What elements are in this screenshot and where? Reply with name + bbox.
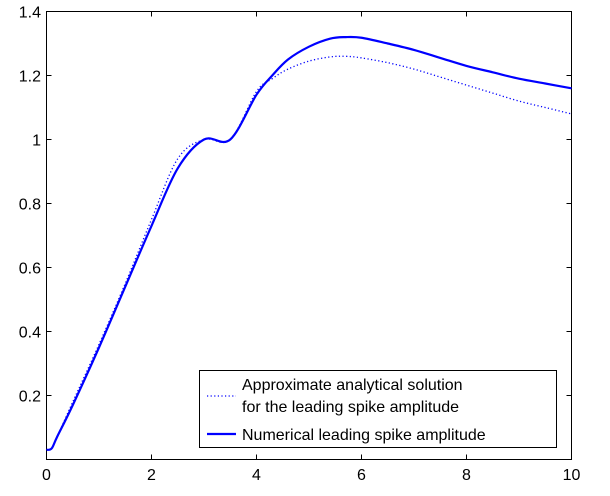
plot-frame bbox=[46, 11, 572, 460]
y-tick-label: 0.6 bbox=[19, 261, 41, 278]
numerical-amplitude-line bbox=[46, 35, 572, 451]
series-layer bbox=[46, 35, 572, 451]
legend-box bbox=[199, 370, 557, 448]
x-tick-label: 4 bbox=[252, 467, 261, 484]
y-tick-label: 0.4 bbox=[19, 325, 41, 342]
y-tick-label: 1 bbox=[32, 133, 41, 150]
y-tick-label: 0.2 bbox=[19, 389, 41, 406]
axis-ticks bbox=[46, 11, 572, 460]
x-tick-label: 2 bbox=[147, 467, 156, 484]
y-tick-label: 0.8 bbox=[19, 197, 41, 214]
legend: Approximate analytical solution for the … bbox=[199, 370, 557, 448]
x-tick-label: 10 bbox=[563, 467, 581, 484]
tick-labels: 0 2 4 6 8 10 0.2 0.4 0.6 0.8 1 1.2 1.4 bbox=[19, 5, 581, 485]
analytical-solution-line bbox=[46, 55, 572, 451]
legend-label-numerical: Numerical leading spike amplitude bbox=[242, 427, 486, 444]
legend-label-analytical-line2: for the leading spike amplitude bbox=[242, 399, 459, 416]
y-tick-label: 1.2 bbox=[19, 69, 41, 86]
legend-label-analytical-line1: Approximate analytical solution bbox=[242, 377, 463, 394]
y-tick-label: 1.4 bbox=[19, 5, 41, 22]
x-tick-label: 6 bbox=[357, 467, 366, 484]
x-tick-label: 0 bbox=[42, 467, 51, 484]
x-tick-label: 8 bbox=[462, 467, 471, 484]
